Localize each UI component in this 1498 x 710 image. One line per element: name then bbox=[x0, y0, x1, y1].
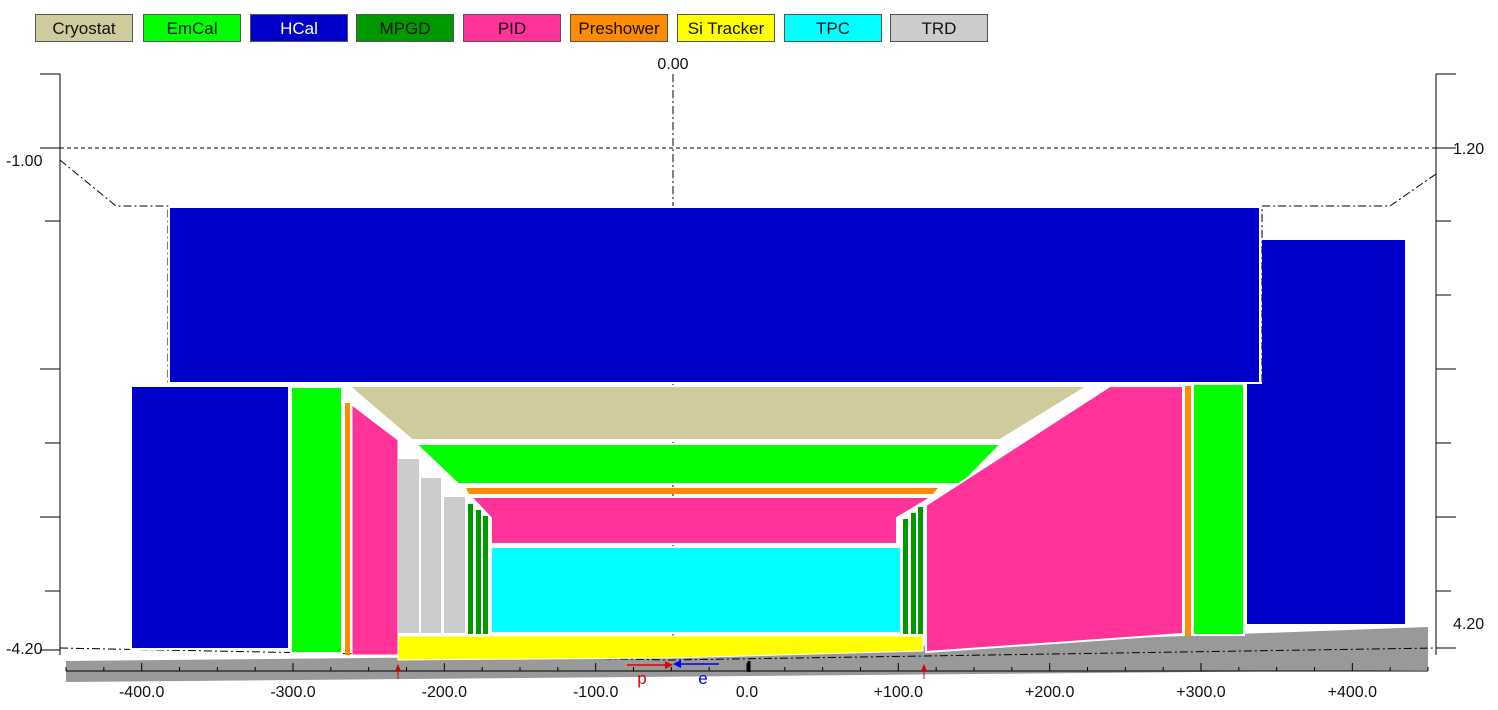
hcal-forward-lower bbox=[1247, 384, 1405, 624]
legend-hcal[interactable]: HCal bbox=[250, 14, 348, 42]
preshower-forward bbox=[1185, 386, 1191, 636]
beam-indicators: p e bbox=[395, 660, 927, 688]
mpgd-backward-2 bbox=[476, 510, 481, 634]
legend-cryostat[interactable]: Cryostat bbox=[35, 14, 133, 42]
left-label-top: -1.00 bbox=[6, 153, 43, 170]
legend-mpgd[interactable]: MPGD bbox=[356, 14, 454, 42]
x-tick-label: +200.0 bbox=[1025, 684, 1074, 701]
electron-beam-label: e bbox=[698, 669, 707, 688]
outer-envelope-left bbox=[59, 159, 169, 384]
hcal-backward bbox=[130, 385, 290, 650]
right-axis-ticks bbox=[1436, 147, 1456, 649]
legend-emcal[interactable]: EmCal bbox=[143, 14, 241, 42]
trd-layer-1 bbox=[398, 459, 419, 633]
si-tracker bbox=[397, 635, 924, 661]
forward-edge-arrowhead bbox=[921, 664, 927, 671]
left-label-bottom: -4.20 bbox=[6, 641, 43, 658]
x-tick-label: +400.0 bbox=[1328, 684, 1377, 701]
mpgd-forward-2 bbox=[911, 513, 916, 634]
legend-si-tracker[interactable]: Si Tracker bbox=[677, 14, 775, 42]
right-label-bottom: 4.20 bbox=[1453, 616, 1484, 633]
backward-edge-arrowhead bbox=[395, 664, 401, 671]
proton-arrowhead bbox=[665, 661, 673, 669]
cryostat bbox=[346, 385, 1092, 441]
preshower-barrel bbox=[466, 488, 938, 494]
mpgd-backward-1 bbox=[468, 504, 473, 634]
emcal-barrel bbox=[413, 443, 1004, 485]
legend-preshower[interactable]: Preshower bbox=[570, 14, 668, 42]
x-tick-label: +100.0 bbox=[874, 684, 923, 701]
top-center-label: 0.00 bbox=[657, 56, 688, 73]
x-axis: -400.0 -300.0 -200.0 -100.0 0.0 +100.0 +200.0 +… bbox=[65, 663, 1429, 701]
proton-beam-label: p bbox=[637, 669, 646, 688]
mpgd-forward-1 bbox=[903, 519, 908, 634]
x-tick-label: -200.0 bbox=[422, 684, 467, 701]
x-tick-label: 0.0 bbox=[736, 684, 758, 701]
pid-barrel bbox=[468, 496, 936, 545]
tpc bbox=[490, 546, 902, 634]
mpgd-backward-3 bbox=[483, 516, 488, 634]
ground-line bbox=[59, 647, 1437, 661]
pid-forward bbox=[925, 385, 1184, 654]
x-tick-label: -100.0 bbox=[573, 684, 618, 701]
mpgd-forward-3 bbox=[918, 507, 923, 634]
trd-layer-3 bbox=[444, 497, 465, 633]
preshower-backward bbox=[345, 403, 350, 655]
legend-trd[interactable]: TRD bbox=[890, 14, 988, 42]
x-tick-label: -400.0 bbox=[119, 684, 164, 701]
emcal-backward bbox=[290, 386, 343, 654]
legend-pid[interactable]: PID bbox=[463, 14, 561, 42]
hcal-forward-upper bbox=[1262, 240, 1405, 385]
left-axis-ticks bbox=[40, 147, 60, 651]
electron-arrowhead bbox=[673, 660, 681, 668]
right-label-top: 1.20 bbox=[1453, 141, 1484, 158]
hcal-barrel bbox=[168, 206, 1261, 384]
x-tick-label: +300.0 bbox=[1176, 684, 1225, 701]
emcal-forward bbox=[1192, 383, 1245, 636]
legend-tpc[interactable]: TPC bbox=[784, 14, 882, 42]
pid-backward bbox=[351, 403, 399, 656]
trd-layer-2 bbox=[421, 478, 441, 633]
frame bbox=[40, 73, 1456, 655]
x-tick-label: -300.0 bbox=[270, 684, 315, 701]
